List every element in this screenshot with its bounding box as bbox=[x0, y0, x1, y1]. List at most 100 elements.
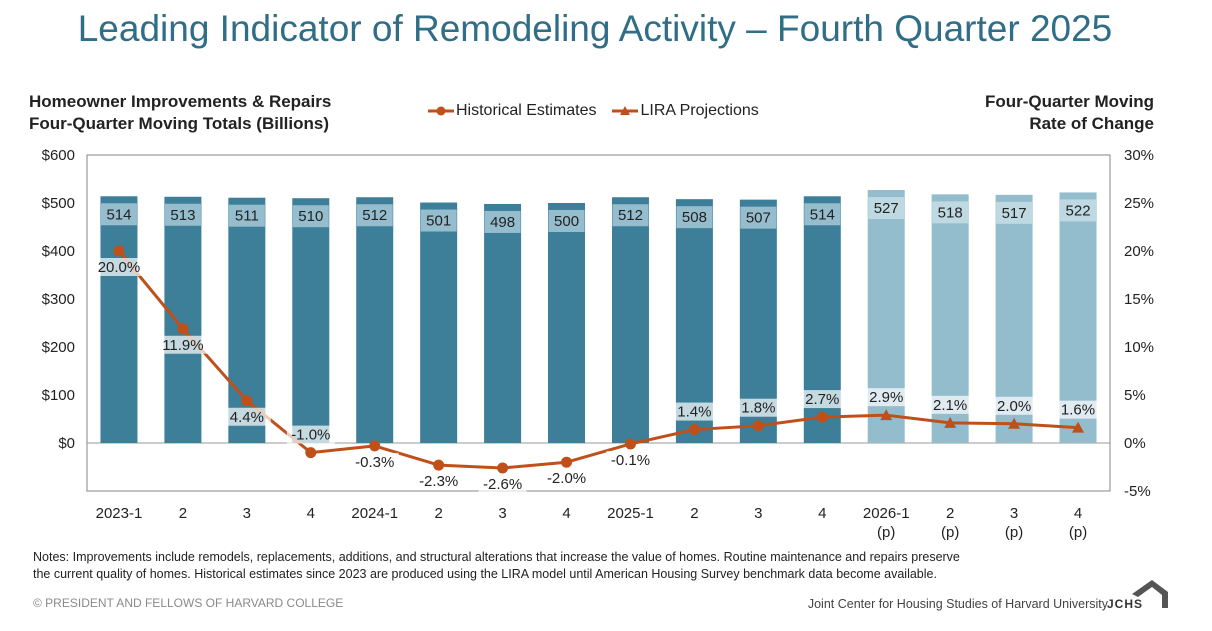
bar-value-label: 512 bbox=[618, 207, 643, 224]
y-right-tick-label: 5% bbox=[1124, 387, 1146, 404]
x-tick-label: 4 bbox=[818, 505, 826, 522]
notes-line1: Notes: Improvements include remodels, re… bbox=[33, 550, 960, 564]
notes: Notes: Improvements include remodels, re… bbox=[33, 549, 1183, 583]
legend-projection-label: LIRA Projections bbox=[640, 102, 759, 119]
bar-value-label-box bbox=[548, 210, 585, 232]
rate-value-label: 2.7% bbox=[805, 391, 839, 408]
bar-value-label-box bbox=[292, 205, 329, 228]
bar-historical bbox=[164, 196, 202, 443]
bar-value-label-box bbox=[164, 203, 201, 226]
legend-historical-label: Historical Estimates bbox=[456, 102, 597, 119]
x-tick-label: 2023-1 bbox=[96, 505, 143, 522]
x-tick-label: 3 bbox=[754, 505, 762, 522]
bar-value-label-box bbox=[676, 206, 713, 229]
rate-value-label: 1.8% bbox=[741, 400, 775, 417]
rate-value-label-box bbox=[734, 398, 783, 417]
bar-value-label-box bbox=[740, 206, 777, 229]
rate-value-label: 1.6% bbox=[1061, 402, 1095, 419]
x-tick-label: (p) bbox=[877, 524, 895, 541]
right-axis-title-line2: Rate of Change bbox=[1029, 114, 1154, 133]
bar-value-label: 522 bbox=[1066, 202, 1091, 219]
rate-value-label: 11.9% bbox=[162, 337, 203, 354]
rate-value-label-box bbox=[926, 395, 975, 414]
bar-value-label-box bbox=[420, 209, 457, 232]
rate-value-label: -1.0% bbox=[291, 427, 330, 444]
rate-value-label: 4.4% bbox=[230, 409, 264, 426]
bar-historical bbox=[675, 199, 713, 443]
bar-value-label-box bbox=[484, 210, 521, 233]
marker-historical bbox=[816, 411, 828, 423]
y-right-tick-label: 30% bbox=[1124, 147, 1154, 164]
jchs-house-logo-icon bbox=[1132, 580, 1168, 608]
x-tick-label: 4 bbox=[562, 505, 570, 522]
y-left-tick-label: $300 bbox=[42, 291, 75, 308]
bar-value-label: 510 bbox=[298, 208, 323, 225]
marker-historical bbox=[433, 459, 445, 471]
bar-projection bbox=[995, 194, 1033, 443]
x-tick-label: 2 bbox=[179, 505, 187, 522]
right-axis-title-line1: Four-Quarter Moving bbox=[984, 92, 1154, 111]
rate-value-label-box bbox=[542, 469, 591, 488]
bar-projection bbox=[1059, 192, 1097, 443]
bar-projection bbox=[867, 190, 905, 443]
jchs-logo-text: JCHS bbox=[1107, 597, 1144, 611]
x-tick-label: (p) bbox=[1005, 524, 1023, 541]
bar-historical bbox=[803, 196, 841, 443]
rate-value-label-box bbox=[478, 474, 527, 493]
y-right-tick-label: 15% bbox=[1124, 291, 1154, 308]
bar-historical bbox=[100, 196, 138, 443]
legend-historical-marker-icon bbox=[428, 106, 454, 116]
y-left-tick-label: $0 bbox=[58, 435, 75, 452]
x-tick-label: (p) bbox=[941, 524, 959, 541]
bar-value-label-box bbox=[612, 204, 649, 227]
y-right-tick-label: -5% bbox=[1124, 483, 1151, 500]
rate-value-label: -2.3% bbox=[419, 473, 458, 490]
left-axis-title: Homeowner Improvements & Repairs Four-Qu… bbox=[29, 91, 331, 135]
y-right-tick-label: 20% bbox=[1124, 243, 1154, 260]
bar-value-label: 527 bbox=[874, 200, 899, 217]
rate-value-label-box bbox=[414, 472, 463, 491]
x-tick-label: 2 bbox=[946, 505, 954, 522]
bar-value-label: 501 bbox=[426, 213, 451, 230]
rate-value-label-box bbox=[94, 258, 143, 276]
x-tick-label: 4 bbox=[1074, 505, 1082, 522]
rate-value-label-box bbox=[222, 407, 271, 426]
marker-historical bbox=[177, 323, 189, 335]
marker-historical bbox=[561, 456, 573, 468]
rate-value-label-box bbox=[798, 390, 847, 409]
y-right-tick-label: 0% bbox=[1124, 435, 1146, 452]
marker-historical bbox=[305, 447, 317, 459]
bar-historical bbox=[292, 198, 330, 443]
bar-value-label-box bbox=[100, 203, 137, 226]
marker-historical bbox=[497, 462, 509, 474]
notes-line2: the current quality of homes. Historical… bbox=[33, 567, 937, 581]
bar-value-label-box bbox=[996, 201, 1033, 224]
left-axis-title-line1: Homeowner Improvements & Repairs bbox=[29, 92, 332, 111]
rate-value-label-box bbox=[670, 402, 719, 421]
rate-value-label: 1.4% bbox=[677, 404, 711, 421]
y-left-tick-label: $600 bbox=[42, 147, 75, 164]
bar-value-label: 512 bbox=[362, 207, 387, 224]
rate-value-label-box bbox=[606, 450, 655, 469]
marker-historical bbox=[241, 395, 253, 407]
y-right-tick-label: 25% bbox=[1124, 195, 1154, 212]
legend-item-projection: LIRA Projections bbox=[612, 102, 759, 120]
marker-historical bbox=[113, 245, 125, 257]
bar-value-label: 498 bbox=[490, 214, 515, 231]
bar-historical bbox=[228, 197, 266, 443]
bar-historical bbox=[739, 199, 777, 443]
x-tick-label: 3 bbox=[498, 505, 506, 522]
y-right-tick-label: 10% bbox=[1124, 339, 1154, 356]
y-left-tick-label: $500 bbox=[42, 195, 75, 212]
bar-projection bbox=[931, 194, 969, 443]
bar-historical bbox=[611, 197, 649, 443]
bar-historical bbox=[356, 197, 394, 443]
rate-value-label: -2.6% bbox=[483, 476, 522, 493]
marker-projection bbox=[1008, 417, 1021, 429]
bar-value-label-box bbox=[804, 203, 841, 226]
rate-value-label: 2.1% bbox=[933, 397, 967, 414]
x-tick-label: (p) bbox=[1069, 524, 1087, 541]
bar-value-label: 511 bbox=[235, 208, 259, 225]
bar-value-label: 513 bbox=[170, 207, 195, 224]
rate-value-label: 2.9% bbox=[869, 389, 903, 406]
